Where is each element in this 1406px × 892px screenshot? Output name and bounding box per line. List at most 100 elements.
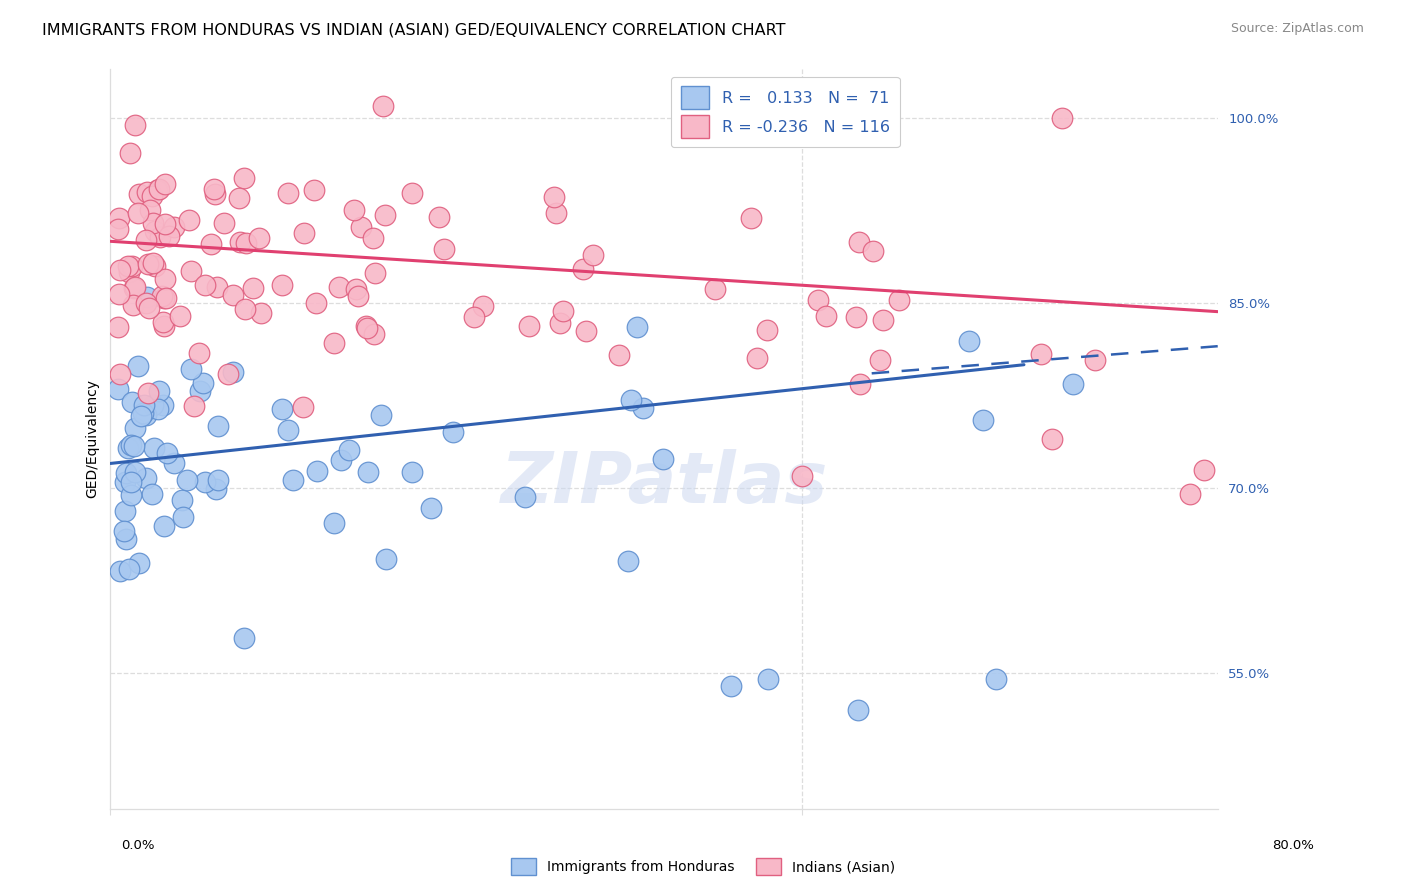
- Point: [169, 309, 191, 323]
- Point: [205, 482, 228, 496]
- Point: [302, 183, 325, 197]
- Point: [148, 182, 170, 196]
- Point: [120, 475, 142, 490]
- Point: [1178, 487, 1201, 501]
- Point: [349, 220, 371, 235]
- Point: [1050, 111, 1073, 125]
- Point: [107, 222, 129, 236]
- Point: [135, 186, 157, 200]
- Point: [233, 631, 256, 645]
- Point: [143, 224, 166, 238]
- Point: [176, 473, 198, 487]
- Point: [232, 171, 254, 186]
- Point: [107, 382, 129, 396]
- Point: [337, 442, 360, 457]
- Point: [108, 211, 131, 226]
- Point: [146, 183, 169, 197]
- Point: [543, 190, 565, 204]
- Point: [235, 235, 257, 250]
- Y-axis label: GED/Equivalency: GED/Equivalency: [86, 379, 100, 499]
- Point: [720, 679, 742, 693]
- Point: [872, 312, 894, 326]
- Point: [146, 401, 169, 416]
- Point: [121, 394, 143, 409]
- Point: [986, 673, 1008, 687]
- Point: [548, 316, 571, 330]
- Point: [277, 186, 299, 201]
- Point: [427, 210, 450, 224]
- Point: [118, 145, 141, 160]
- Point: [152, 398, 174, 412]
- Point: [138, 301, 160, 315]
- Point: [118, 265, 141, 279]
- Point: [172, 509, 194, 524]
- Point: [124, 421, 146, 435]
- Point: [957, 334, 980, 348]
- Point: [517, 319, 540, 334]
- Point: [114, 475, 136, 490]
- Point: [155, 291, 177, 305]
- Point: [163, 456, 186, 470]
- Point: [155, 272, 177, 286]
- Point: [373, 98, 395, 112]
- Point: [207, 473, 229, 487]
- Point: [972, 413, 994, 427]
- Point: [187, 346, 209, 360]
- Point: [122, 281, 145, 295]
- Point: [329, 453, 352, 467]
- Point: [194, 475, 217, 490]
- Point: [356, 321, 378, 335]
- Point: [740, 211, 762, 226]
- Point: [115, 467, 138, 481]
- Point: [247, 230, 270, 244]
- Point: [513, 490, 536, 504]
- Point: [156, 445, 179, 459]
- Text: Source: ZipAtlas.com: Source: ZipAtlas.com: [1230, 22, 1364, 36]
- Point: [328, 280, 350, 294]
- Point: [157, 228, 180, 243]
- Point: [869, 353, 891, 368]
- Point: [357, 465, 380, 479]
- Point: [141, 487, 163, 501]
- Point: [132, 398, 155, 412]
- Point: [188, 384, 211, 398]
- Text: 80.0%: 80.0%: [1272, 839, 1315, 852]
- Point: [128, 187, 150, 202]
- Point: [207, 419, 229, 434]
- Point: [281, 473, 304, 487]
- Point: [142, 255, 165, 269]
- Point: [401, 186, 423, 200]
- Point: [374, 208, 396, 222]
- Point: [212, 216, 235, 230]
- Point: [141, 188, 163, 202]
- Point: [887, 293, 910, 307]
- Point: [122, 439, 145, 453]
- Point: [117, 259, 139, 273]
- Point: [136, 290, 159, 304]
- Point: [546, 206, 568, 220]
- Point: [222, 365, 245, 379]
- Legend: R =   0.133   N =  71, R = -0.236   N = 116: R = 0.133 N = 71, R = -0.236 N = 116: [671, 77, 900, 147]
- Point: [703, 283, 725, 297]
- Point: [129, 409, 152, 424]
- Point: [143, 259, 166, 273]
- Point: [1084, 352, 1107, 367]
- Point: [124, 280, 146, 294]
- Point: [139, 203, 162, 218]
- Point: [356, 319, 378, 334]
- Point: [756, 673, 779, 687]
- Point: [364, 266, 387, 280]
- Point: [194, 277, 217, 292]
- Point: [228, 191, 250, 205]
- Point: [110, 263, 132, 277]
- Point: [755, 323, 778, 337]
- Point: [323, 336, 346, 351]
- Point: [183, 399, 205, 413]
- Point: [136, 257, 159, 271]
- Point: [135, 471, 157, 485]
- Point: [270, 277, 292, 292]
- Point: [344, 282, 367, 296]
- Point: [1040, 432, 1063, 446]
- Point: [652, 452, 675, 467]
- Point: [121, 298, 143, 312]
